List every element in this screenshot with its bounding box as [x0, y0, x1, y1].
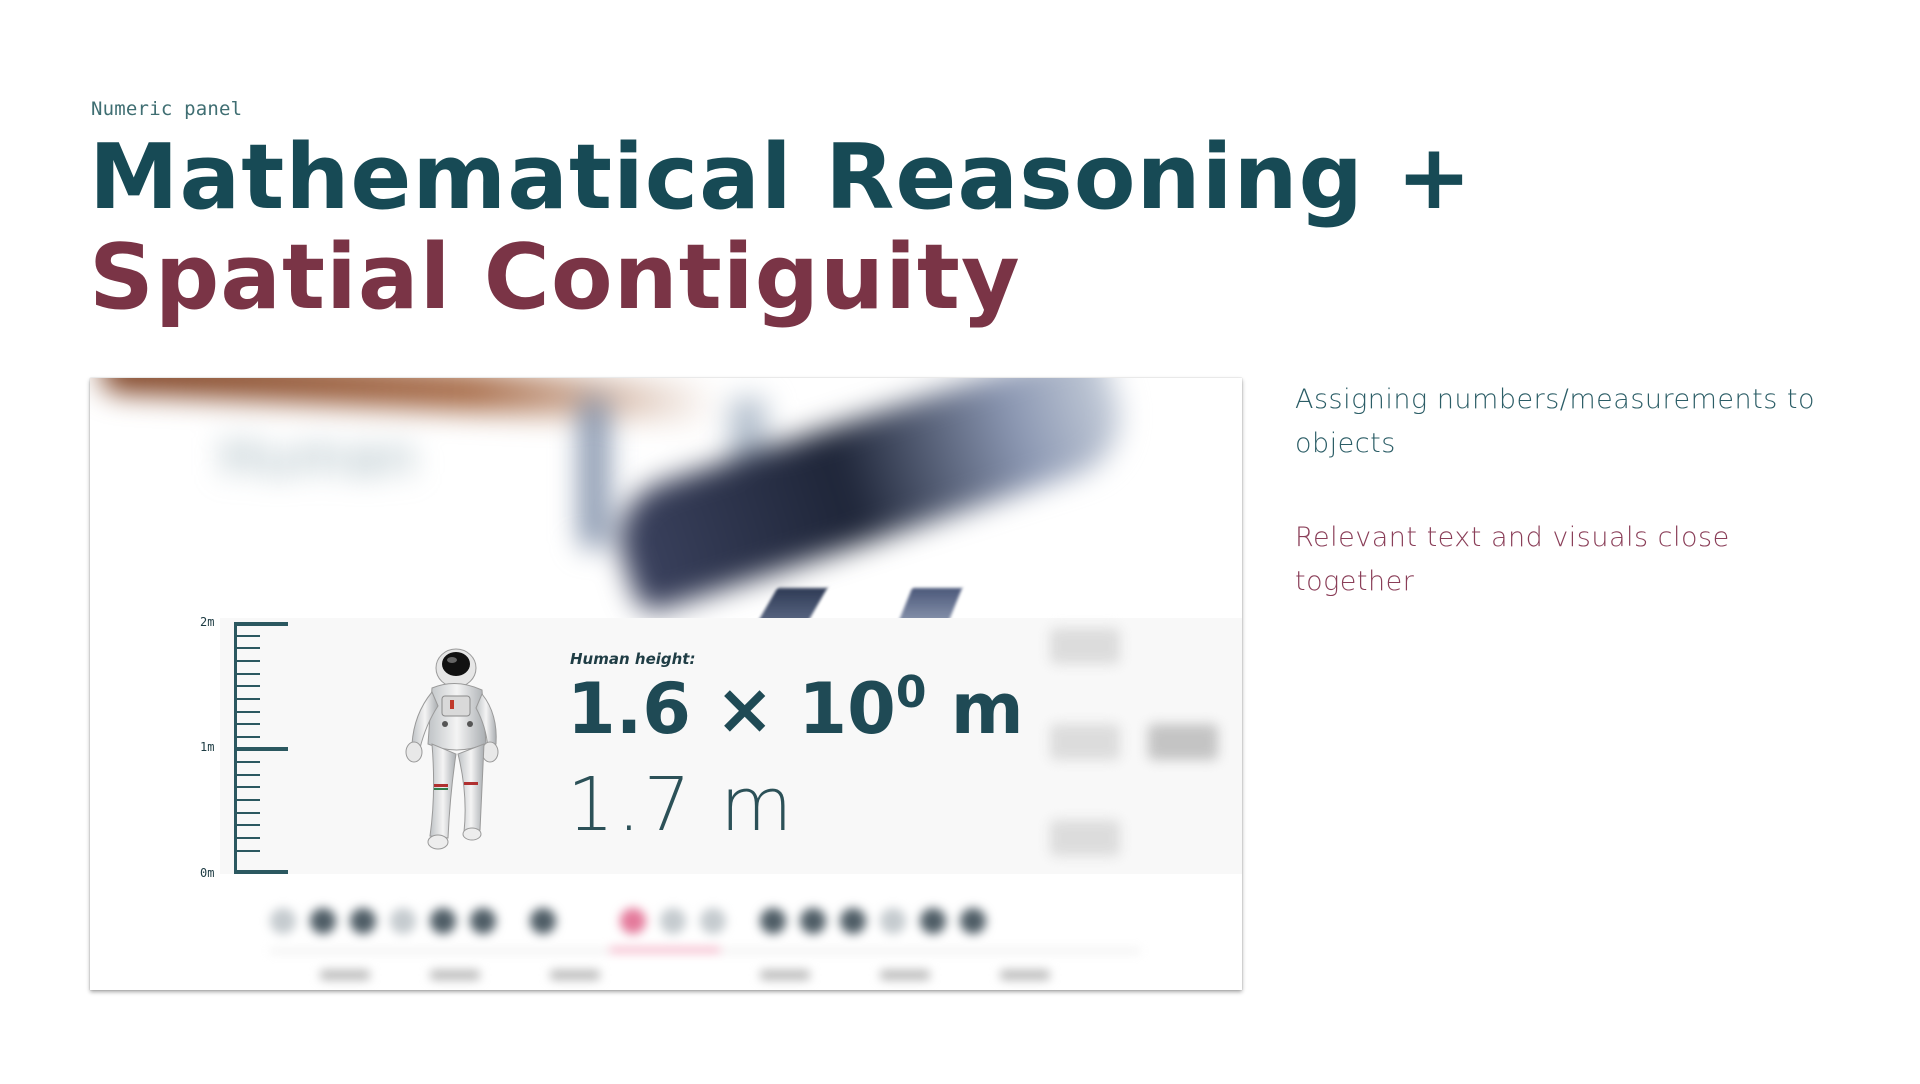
timeline-dot	[660, 908, 686, 934]
timeline-dot	[530, 908, 556, 934]
ruler-major-tick	[234, 870, 288, 874]
ruler-tick	[234, 850, 260, 852]
timeline-dot	[470, 908, 496, 934]
ruler-tick	[234, 685, 260, 687]
timeline-dot	[700, 908, 726, 934]
timeline-dot	[390, 908, 416, 934]
timeline-dot	[430, 908, 456, 934]
height-ruler	[208, 618, 288, 874]
title-line-primary: Mathematical Reasoning +	[89, 125, 1473, 230]
timeline-dot	[270, 908, 296, 934]
timeline-dot	[960, 908, 986, 934]
ruler-tick	[234, 812, 260, 814]
timeline-label	[550, 970, 600, 980]
note-spatial-contiguity: Relevant text and visuals close together	[1295, 522, 1730, 597]
ruler-tick	[234, 761, 260, 763]
ruler-label-top: 2m	[200, 615, 215, 629]
timeline-label	[760, 970, 810, 980]
ruler-tick	[234, 660, 260, 662]
ruler-tick	[234, 635, 260, 637]
measurement-caption: Human height:	[570, 650, 696, 668]
timeline-label	[430, 970, 480, 980]
ruler-tick	[234, 647, 260, 649]
ruler-label-bottom: 0m	[200, 866, 215, 880]
plain-measurement-value: 1.7 m	[567, 762, 796, 848]
ruler-tick	[234, 673, 260, 675]
ruler-label-mid: 1m	[200, 740, 215, 754]
ruler-tick	[234, 824, 260, 826]
ruler-tick	[234, 711, 260, 713]
ruler-tick	[234, 723, 260, 725]
ruler-tick	[234, 698, 260, 700]
timeline-dot	[840, 908, 866, 934]
ruler-tick	[234, 837, 260, 839]
timeline-dot	[310, 908, 336, 934]
ruler-major-tick	[234, 622, 288, 626]
timeline-dot	[800, 908, 826, 934]
timeline-highlight	[610, 948, 720, 952]
blurred-wood-beam	[99, 378, 721, 425]
timeline-dot	[760, 908, 786, 934]
numeric-panel-screenshot: Human 2m 1m 0m	[90, 378, 1242, 990]
blurred-heading: Human	[220, 428, 418, 488]
title-line-accent: Spatial Contiguity	[89, 225, 1021, 330]
blurred-background-scene: Human	[90, 378, 1242, 616]
timeline-dot	[880, 908, 906, 934]
ruler-tick	[234, 774, 260, 776]
blurred-control	[1050, 724, 1120, 760]
note-numbers-to-objects: Assigning numbers/measurements to object…	[1295, 384, 1815, 459]
sci-unit: m	[926, 668, 1024, 750]
blurred-control	[1050, 628, 1120, 664]
timeline-dot-active	[620, 908, 646, 934]
blurred-scale-timeline	[240, 898, 1180, 980]
timeline-label	[1000, 970, 1050, 980]
scientific-notation-value: 1.6 × 100 m	[567, 668, 1024, 750]
page-title: Mathematical Reasoning + Spatial Contigu…	[89, 128, 1473, 328]
eyebrow-label: Numeric panel	[91, 98, 243, 120]
timeline-dot	[920, 908, 946, 934]
blurred-post	[580, 398, 608, 548]
blurred-control	[1050, 820, 1120, 856]
timeline-label	[320, 970, 370, 980]
ruler-tick	[234, 736, 260, 738]
sci-exponent: 0	[895, 667, 927, 718]
ruler-tick	[234, 786, 260, 788]
timeline-dot	[350, 908, 376, 934]
sci-mantissa: 1.6 × 10	[567, 668, 896, 750]
ruler-major-tick	[234, 747, 288, 751]
timeline-label	[880, 970, 930, 980]
astronaut-icon	[405, 648, 499, 850]
blurred-control	[1148, 724, 1218, 760]
ruler-tick	[234, 799, 260, 801]
